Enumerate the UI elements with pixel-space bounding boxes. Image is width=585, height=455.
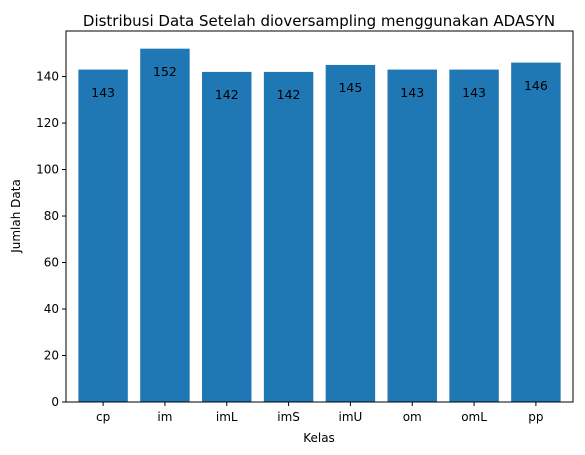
x-tick-label-om: om — [403, 410, 422, 424]
data-label-cp: 143 — [91, 85, 115, 100]
x-tick-label-imL: imL — [216, 410, 238, 424]
data-label-imU: 145 — [338, 80, 362, 95]
data-label-imL: 142 — [215, 87, 239, 102]
x-tick-label-imU: imU — [339, 410, 363, 424]
y-tick-label-140: 140 — [36, 70, 59, 84]
data-label-om: 143 — [400, 85, 424, 100]
x-tick-label-pp: pp — [528, 410, 543, 424]
data-label-im: 152 — [153, 64, 177, 79]
y-tick-label-60: 60 — [44, 256, 59, 270]
bar-im — [140, 48, 190, 403]
bar-pp — [511, 62, 561, 403]
bar-imU — [325, 64, 376, 402]
x-tick-label-omL: omL — [461, 410, 487, 424]
data-label-omL: 143 — [462, 85, 486, 100]
y-tick-label-100: 100 — [36, 163, 59, 177]
x-axis-label: Kelas — [303, 431, 335, 445]
chart-title: Distribusi Data Setelah dioversampling m… — [83, 12, 555, 30]
bar-omL — [449, 69, 499, 402]
x-tick-label-cp: cp — [96, 410, 110, 424]
bar-om — [387, 69, 437, 402]
plot-frame — [65, 30, 574, 403]
x-tick-label-im: im — [157, 410, 172, 424]
bar-imL — [202, 71, 252, 402]
bar-imS — [263, 71, 314, 402]
y-tick-label-0: 0 — [51, 395, 59, 409]
data-label-pp: 146 — [524, 78, 548, 93]
y-axis-label: Jumlah Data — [9, 179, 23, 254]
y-tick-label-40: 40 — [44, 302, 59, 316]
y-tick-label-20: 20 — [44, 349, 59, 363]
x-tick-label-imS: imS — [277, 410, 300, 424]
bar-cp — [78, 69, 128, 402]
plot-area: 143 cp 152 im 142 imL 142 imS 145 imU 143 om 143 omL 1… — [36, 48, 561, 424]
y-tick-label-120: 120 — [36, 116, 59, 130]
y-tick-label-80: 80 — [44, 209, 59, 223]
data-label-imS: 142 — [277, 87, 301, 102]
